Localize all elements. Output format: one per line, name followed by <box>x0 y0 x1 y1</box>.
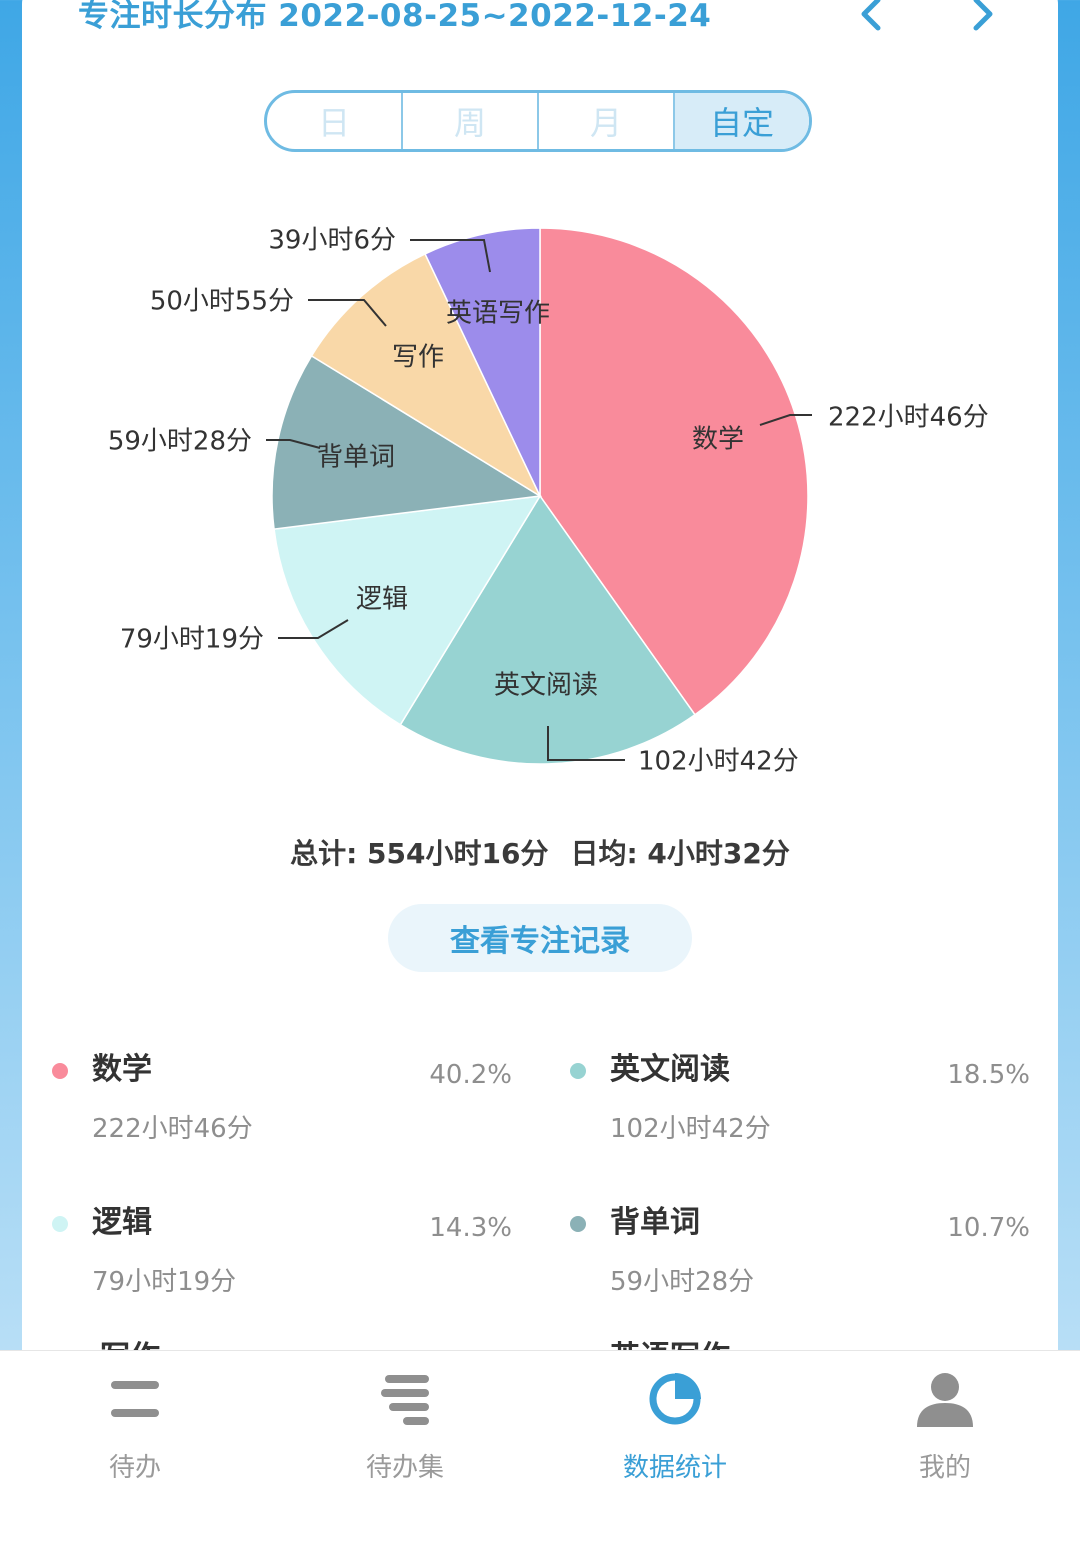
legend-time: 59小时28分 <box>610 1267 755 1297</box>
segment-month[interactable]: 月 <box>539 93 675 149</box>
slice-value-label: 222小时46分 <box>828 403 989 433</box>
slice-value-label: 50小时55分 <box>150 287 294 317</box>
pie-slice <box>399 494 696 765</box>
daily-average: 日均: 4小时32分 <box>570 837 790 870</box>
legend-name: 逻辑 <box>92 1205 152 1240</box>
legend-time: 102小时42分 <box>610 1114 771 1144</box>
legend-dot <box>52 1216 68 1232</box>
legend-name: 英文阅读 <box>610 1052 730 1087</box>
legend-dot <box>52 1063 68 1079</box>
slice-value-label: 59小时28分 <box>108 427 252 457</box>
tab-label: 数据统计 <box>622 1453 727 1483</box>
legend-time: 79小时19分 <box>92 1267 237 1297</box>
totals-summary: 总计: 554小时16分 日均: 4小时32分 <box>0 832 1080 872</box>
legend-item: 英文阅读 102小时42分 18.5% <box>570 1034 1040 1154</box>
tab-statistics[interactable]: 数据统计 <box>540 1351 810 1542</box>
legend-item: 背单词 59小时28分 10.7% <box>570 1187 1040 1307</box>
chevron-right-icon <box>973 0 993 31</box>
tab-label: 待办集 <box>365 1453 444 1483</box>
legend-item: 逻辑 79小时19分 14.3% <box>52 1187 522 1307</box>
user-icon <box>917 1373 973 1427</box>
legend-time: 222小时46分 <box>92 1114 253 1144</box>
next-period-button[interactable] <box>962 0 1002 36</box>
leader-line <box>266 439 321 449</box>
legend-percent: 40.2% <box>429 1060 512 1090</box>
tab-todo[interactable]: 待办 <box>0 1351 270 1542</box>
bottom-tab-bar: 待办 待办集 数据统计 我的 <box>0 1350 1080 1542</box>
leader-line <box>410 239 491 273</box>
todo-icon <box>111 1381 159 1417</box>
leader-line <box>308 299 387 327</box>
todo-list-icon <box>381 1375 429 1425</box>
slice-name-label: 逻辑 <box>356 585 408 615</box>
tab-label: 待办 <box>108 1453 161 1483</box>
tab-label: 我的 <box>918 1453 971 1483</box>
legend-percent: 10.7% <box>947 1213 1030 1243</box>
slice-value-label: 102小时42分 <box>638 747 799 777</box>
leader-line <box>547 726 625 761</box>
slice-name-label: 英语写作 <box>446 299 550 329</box>
leader-line <box>278 619 349 639</box>
legend-percent: 18.5% <box>947 1060 1030 1090</box>
tab-todo-list[interactable]: 待办集 <box>270 1351 540 1542</box>
pie-slice <box>310 252 542 498</box>
chevron-left-icon <box>861 0 881 31</box>
tab-me[interactable]: 我的 <box>810 1351 1080 1542</box>
slice-value-label: 79小时19分 <box>120 625 264 655</box>
pie-slice <box>424 227 541 497</box>
legend-name: 数学 <box>92 1052 152 1087</box>
pie-chart-icon <box>649 1373 701 1425</box>
legend-percent: 14.3% <box>429 1213 512 1243</box>
slice-name-label: 写作 <box>392 343 444 373</box>
segment-custom[interactable]: 自定 <box>675 93 809 149</box>
total-time: 总计: 554小时16分 <box>290 837 549 870</box>
legend-dot <box>570 1063 586 1079</box>
leader-line <box>759 414 812 426</box>
legend-name: 背单词 <box>610 1205 700 1240</box>
period-segmented-control: 日 周 月 自定 <box>264 90 812 152</box>
slice-name-label: 背单词 <box>317 443 395 473</box>
legend-item: 数学 222小时46分 40.2% <box>52 1034 522 1154</box>
legend-dot <box>570 1216 586 1232</box>
prev-period-button[interactable] <box>852 0 892 36</box>
segment-day[interactable]: 日 <box>267 93 403 149</box>
slice-value-label: 39小时6分 <box>268 226 396 256</box>
slice-name-label: 英文阅读 <box>494 671 598 701</box>
page-title: 专注时长分布 2022-08-25~2022-12-24 <box>78 0 712 34</box>
slice-name-label: 数学 <box>692 425 744 455</box>
pie-slice <box>273 495 542 726</box>
segment-week[interactable]: 周 <box>403 93 539 149</box>
view-records-button[interactable]: 查看专注记录 <box>388 904 692 972</box>
